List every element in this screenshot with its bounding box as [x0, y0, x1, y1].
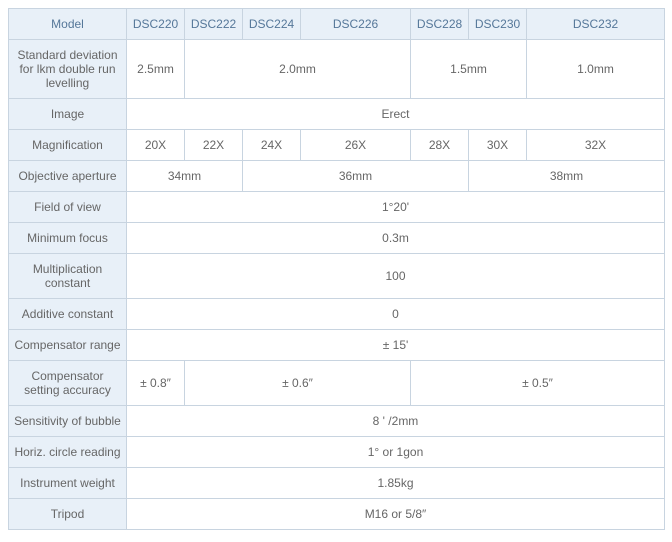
label-mag: Magnification — [9, 130, 127, 161]
label-horiz: Horiz. circle reading — [9, 437, 127, 468]
row-bubble: Sensitivity of bubble 8 ' /2mm — [9, 406, 665, 437]
val-bubble: 8 ' /2mm — [127, 406, 665, 437]
col-dsc220: DSC220 — [127, 9, 185, 40]
col-model: Model — [9, 9, 127, 40]
row-std-dev: Standard deviation for lkm double run le… — [9, 40, 665, 99]
row-comprange: Compensator range ± 15' — [9, 330, 665, 361]
row-compacc: Compensator setting accuracy ± 0.8″ ± 0.… — [9, 361, 665, 406]
val-compacc-2: ± 0.6″ — [185, 361, 411, 406]
val-horiz: 1° or 1gon — [127, 437, 665, 468]
val-mag-6: 30X — [469, 130, 527, 161]
val-fov: 1°20' — [127, 192, 665, 223]
val-mag-7: 32X — [527, 130, 665, 161]
row-aperture: Objective aperture 34mm 36mm 38mm — [9, 161, 665, 192]
val-mag-5: 28X — [411, 130, 469, 161]
val-mag-4: 26X — [301, 130, 411, 161]
val-aperture-1: 34mm — [127, 161, 243, 192]
spec-table: Model DSC220 DSC222 DSC224 DSC226 DSC228… — [8, 8, 665, 530]
val-mag-1: 20X — [127, 130, 185, 161]
val-std-dev-2: 2.0mm — [185, 40, 411, 99]
val-aperture-3: 38mm — [469, 161, 665, 192]
row-fov: Field of view 1°20' — [9, 192, 665, 223]
label-weight: Instrument weight — [9, 468, 127, 499]
label-addconst: Additive constant — [9, 299, 127, 330]
row-addconst: Additive constant 0 — [9, 299, 665, 330]
val-compacc-1: ± 0.8″ — [127, 361, 185, 406]
label-std-dev: Standard deviation for lkm double run le… — [9, 40, 127, 99]
val-compacc-3: ± 0.5″ — [411, 361, 665, 406]
col-dsc226: DSC226 — [301, 9, 411, 40]
label-aperture: Objective aperture — [9, 161, 127, 192]
val-image: Erect — [127, 99, 665, 130]
label-image: Image — [9, 99, 127, 130]
label-tripod: Tripod — [9, 499, 127, 530]
val-multconst: 100 — [127, 254, 665, 299]
label-minfocus: Minimum focus — [9, 223, 127, 254]
header-row: Model DSC220 DSC222 DSC224 DSC226 DSC228… — [9, 9, 665, 40]
val-tripod: M16 or 5/8″ — [127, 499, 665, 530]
val-std-dev-4: 1.0mm — [527, 40, 665, 99]
label-compacc: Compensator setting accuracy — [9, 361, 127, 406]
row-mag: Magnification 20X 22X 24X 26X 28X 30X 32… — [9, 130, 665, 161]
row-weight: Instrument weight 1.85kg — [9, 468, 665, 499]
row-horiz: Horiz. circle reading 1° or 1gon — [9, 437, 665, 468]
col-dsc230: DSC230 — [469, 9, 527, 40]
val-std-dev-1: 2.5mm — [127, 40, 185, 99]
col-dsc232: DSC232 — [527, 9, 665, 40]
label-comprange: Compensator range — [9, 330, 127, 361]
val-mag-3: 24X — [243, 130, 301, 161]
row-multconst: Multiplication constant 100 — [9, 254, 665, 299]
val-comprange: ± 15' — [127, 330, 665, 361]
row-image: Image Erect — [9, 99, 665, 130]
label-fov: Field of view — [9, 192, 127, 223]
val-addconst: 0 — [127, 299, 665, 330]
val-minfocus: 0.3m — [127, 223, 665, 254]
col-dsc224: DSC224 — [243, 9, 301, 40]
val-weight: 1.85kg — [127, 468, 665, 499]
val-aperture-2: 36mm — [243, 161, 469, 192]
val-std-dev-3: 1.5mm — [411, 40, 527, 99]
val-mag-2: 22X — [185, 130, 243, 161]
row-tripod: Tripod M16 or 5/8″ — [9, 499, 665, 530]
label-multconst: Multiplication constant — [9, 254, 127, 299]
row-minfocus: Minimum focus 0.3m — [9, 223, 665, 254]
col-dsc228: DSC228 — [411, 9, 469, 40]
col-dsc222: DSC222 — [185, 9, 243, 40]
label-bubble: Sensitivity of bubble — [9, 406, 127, 437]
